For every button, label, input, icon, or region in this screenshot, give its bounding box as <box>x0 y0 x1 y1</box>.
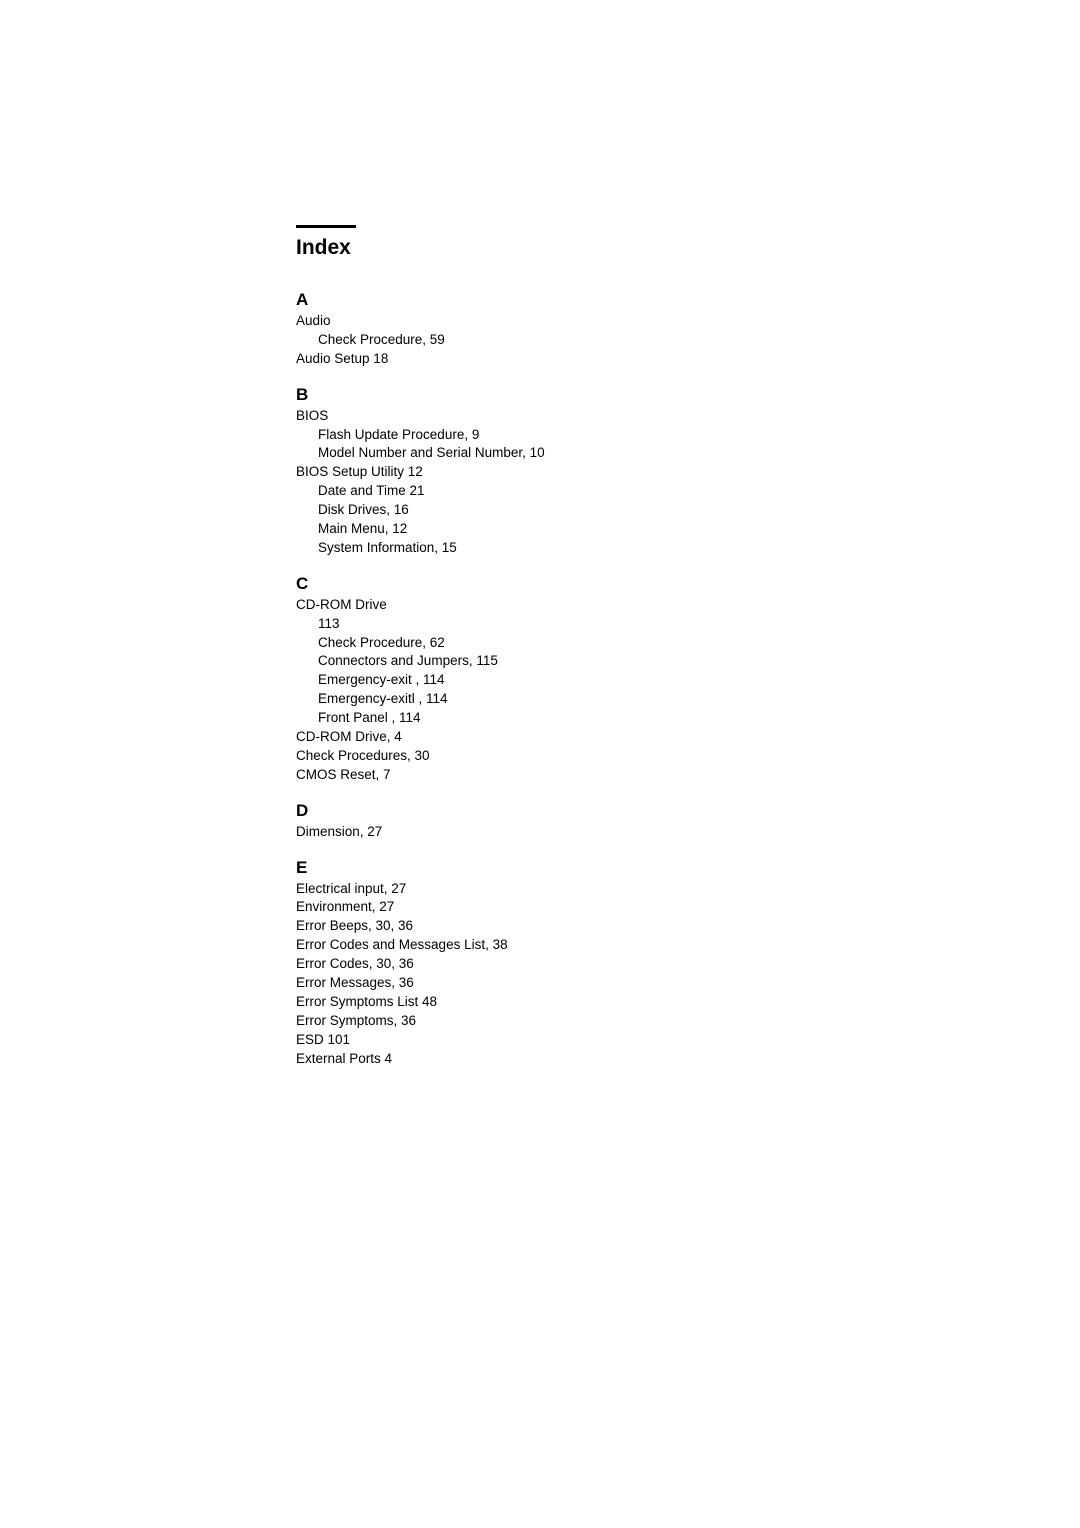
section-e: E Electrical input, 27 Environment, 27 E… <box>296 858 1080 1069</box>
section-letter-d: D <box>296 801 1080 821</box>
index-entry: Error Codes, 30, 36 <box>296 955 1080 974</box>
section-letter-e: E <box>296 858 1080 878</box>
section-b: B BIOS Flash Update Procedure, 9 Model N… <box>296 385 1080 558</box>
index-sub-entry: Emergency-exitl , 114 <box>296 690 1080 709</box>
index-entry: External Ports 4 <box>296 1050 1080 1069</box>
index-entry: Error Symptoms List 48 <box>296 993 1080 1012</box>
index-entry: Audio <box>296 312 1080 331</box>
page-title: Index <box>296 236 1080 260</box>
index-sub-entry: Model Number and Serial Number, 10 <box>296 444 1080 463</box>
index-entry: Error Beeps, 30, 36 <box>296 917 1080 936</box>
index-sub-entry: System Information, 15 <box>296 539 1080 558</box>
index-entry: BIOS Setup Utility 12 <box>296 463 1080 482</box>
index-sub-entry: Emergency-exit , 114 <box>296 671 1080 690</box>
index-entry: Environment, 27 <box>296 898 1080 917</box>
section-letter-a: A <box>296 290 1080 310</box>
index-sub-entry: Front Panel , 114 <box>296 709 1080 728</box>
index-sub-entry: Connectors and Jumpers, 115 <box>296 652 1080 671</box>
index-entry: Error Codes and Messages List, 38 <box>296 936 1080 955</box>
section-a: A Audio Check Procedure, 59 Audio Setup … <box>296 290 1080 369</box>
index-entry: Electrical input, 27 <box>296 880 1080 899</box>
title-rule <box>296 225 356 228</box>
index-sub-entry: Flash Update Procedure, 9 <box>296 426 1080 445</box>
index-sub-entry: Check Procedure, 59 <box>296 331 1080 350</box>
index-entry: Error Symptoms, 36 <box>296 1012 1080 1031</box>
section-d: D Dimension, 27 <box>296 801 1080 842</box>
index-sub-entry: Check Procedure, 62 <box>296 634 1080 653</box>
section-letter-c: C <box>296 574 1080 594</box>
index-entry: BIOS <box>296 407 1080 426</box>
section-c: C CD-ROM Drive 113 Check Procedure, 62 C… <box>296 574 1080 785</box>
index-entry: Error Messages, 36 <box>296 974 1080 993</box>
index-entry: Dimension, 27 <box>296 823 1080 842</box>
index-entry: Audio Setup 18 <box>296 350 1080 369</box>
index-sub-entry: Main Menu, 12 <box>296 520 1080 539</box>
index-entry: Check Procedures, 30 <box>296 747 1080 766</box>
index-entry: CD-ROM Drive <box>296 596 1080 615</box>
index-entry: ESD 101 <box>296 1031 1080 1050</box>
section-letter-b: B <box>296 385 1080 405</box>
index-sub-entry: Date and Time 21 <box>296 482 1080 501</box>
index-sub-entry: Disk Drives, 16 <box>296 501 1080 520</box>
index-entry: CMOS Reset, 7 <box>296 766 1080 785</box>
index-sub-entry: 113 <box>296 615 1080 634</box>
index-entry: CD-ROM Drive, 4 <box>296 728 1080 747</box>
